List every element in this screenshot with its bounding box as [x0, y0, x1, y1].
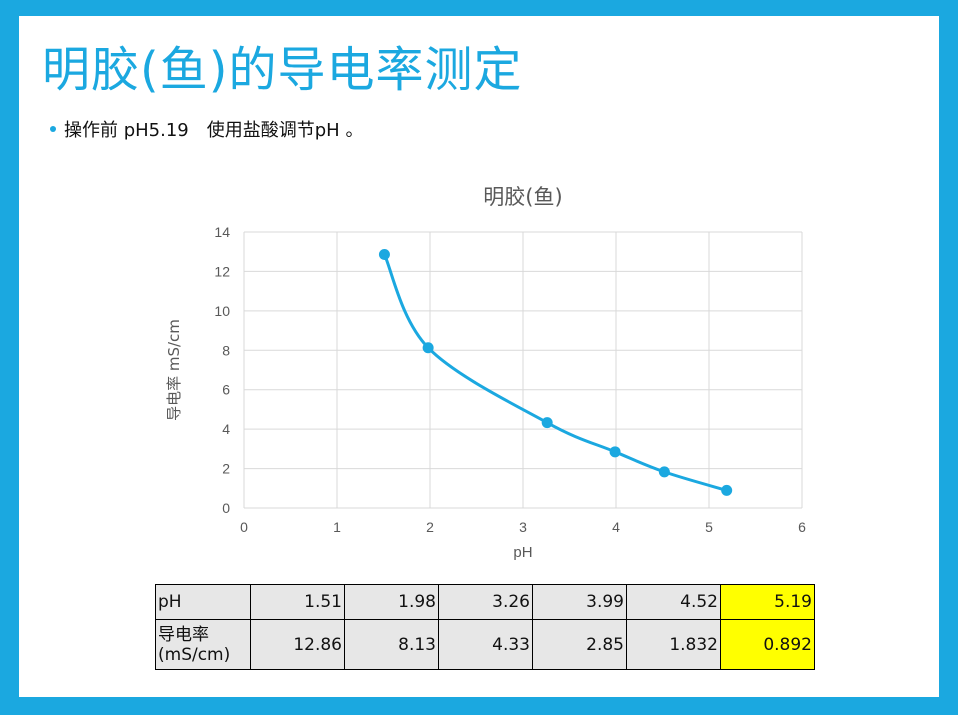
slide-title: 明胶(鱼)的导电率测定 — [42, 42, 523, 98]
table-row-conductivity: 导电率 (mS/cm) 12.86 8.13 4.33 2.85 1.832 0.… — [155, 619, 815, 670]
table-cell-highlight: 0.892 — [720, 619, 815, 670]
bullet-dot-icon — [50, 126, 56, 132]
series-line — [383, 253, 728, 492]
table-cell: 1.98 — [344, 584, 439, 620]
table-cell: 8.13 — [344, 619, 439, 670]
table-cell: 3.99 — [532, 584, 627, 620]
table-header-conductivity: 导电率 (mS/cm) — [155, 619, 251, 670]
table-cell: 3.26 — [438, 584, 533, 620]
table-cell: 1.51 — [250, 584, 345, 620]
y-tick-label: 6 — [222, 382, 230, 398]
chart-title: 明胶(鱼) — [483, 185, 562, 209]
data-table: pH 1.51 1.98 3.26 3.99 4.52 5.19 导电率 (mS/… — [155, 584, 815, 670]
table-cell: 12.86 — [250, 619, 345, 670]
table-cell-highlight: 5.19 — [720, 584, 815, 620]
y-tick-label: 14 — [214, 224, 230, 240]
table-header-line: (mS/cm) — [158, 644, 231, 665]
y-tick-label: 2 — [222, 461, 230, 477]
x-tick-label: 4 — [612, 519, 620, 535]
data-point — [422, 342, 434, 354]
x-tick-label: 0 — [240, 519, 248, 535]
table-cell: 4.52 — [626, 584, 721, 620]
x-tick-label: 1 — [333, 519, 341, 535]
x-tick-label: 6 — [798, 519, 806, 535]
y-tick-label: 8 — [222, 342, 230, 358]
y-axis-label: 导电率 mS/cm — [165, 319, 183, 421]
x-tick-label: 3 — [519, 519, 527, 535]
data-point — [541, 417, 553, 429]
table-row-ph: pH 1.51 1.98 3.26 3.99 4.52 5.19 — [155, 584, 815, 620]
data-point — [378, 248, 390, 260]
x-tick-label: 5 — [705, 519, 713, 535]
bullet-text: 操作前 pH5.19 使用盐酸调节pH 。 — [64, 120, 364, 141]
table-cell: 4.33 — [438, 619, 533, 670]
bullet-item: 操作前 pH5.19 使用盐酸调节pH 。 — [50, 116, 363, 142]
data-point — [609, 446, 621, 458]
y-tick-label: 4 — [222, 421, 230, 437]
y-tick-label: 12 — [214, 263, 230, 279]
data-point — [658, 466, 670, 478]
y-tick-label: 10 — [214, 303, 230, 319]
x-axis-label: pH — [513, 544, 532, 561]
table-header-ph: pH — [155, 584, 251, 620]
y-tick-label: 0 — [222, 500, 230, 516]
table-header-line: 导电率 — [158, 624, 209, 645]
table-cell: 2.85 — [532, 619, 627, 670]
table-cell: 1.832 — [626, 619, 721, 670]
data-point — [721, 484, 733, 496]
x-tick-label: 2 — [426, 519, 434, 535]
